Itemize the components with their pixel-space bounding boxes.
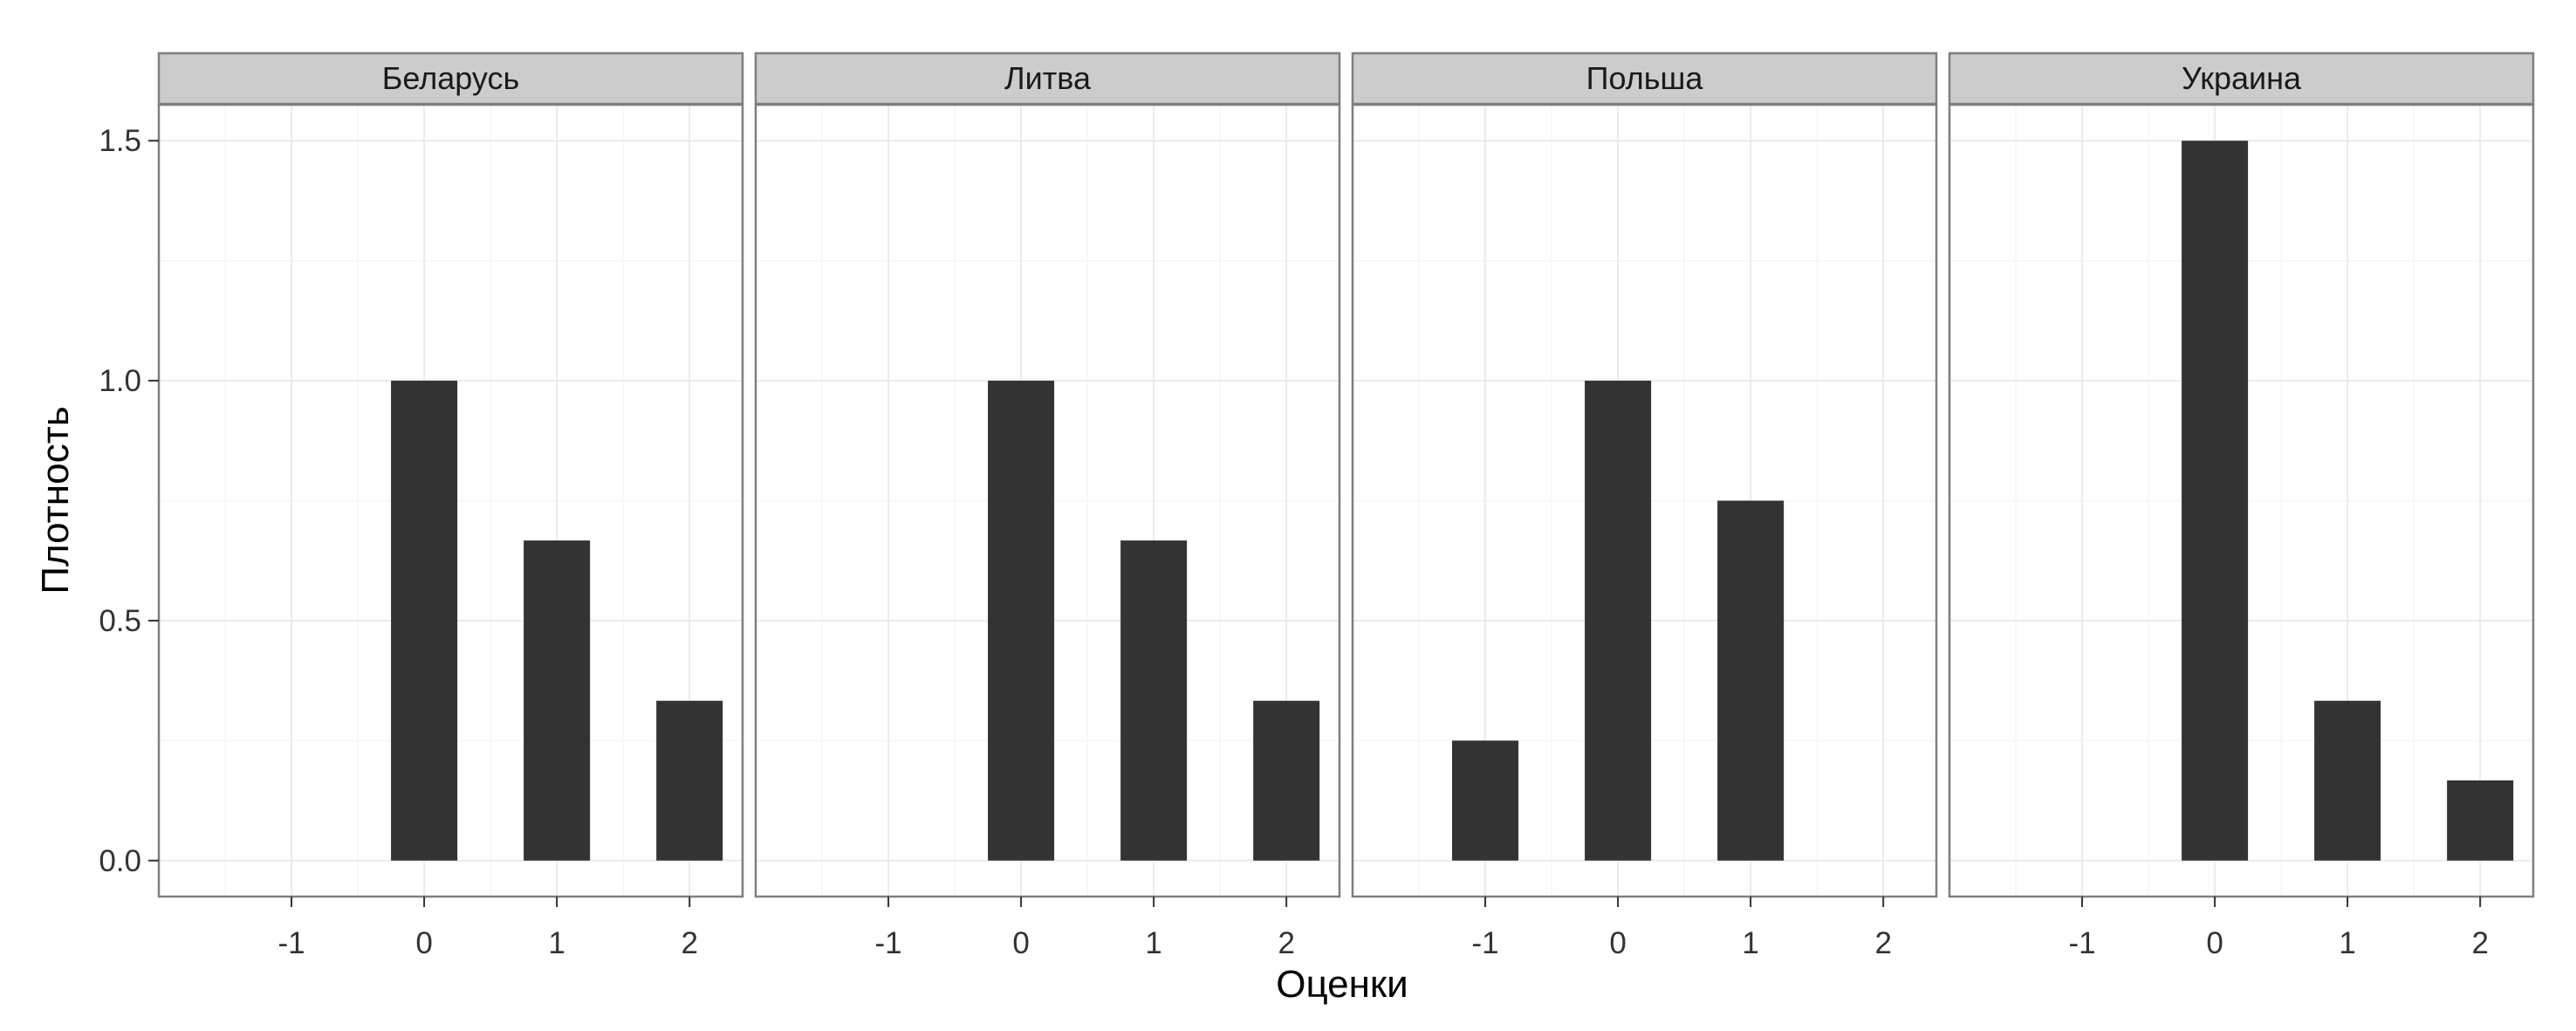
bar: [391, 381, 458, 861]
bar: [1717, 500, 1785, 861]
bar: [1452, 740, 1519, 861]
y-axis-title: Плотность: [34, 406, 77, 594]
facet-strip-label: Украина: [2182, 60, 2302, 96]
bar: [1253, 700, 1320, 861]
bar: [656, 700, 723, 861]
x-tick-label: 2: [1278, 926, 1294, 960]
y-tick-label: 1.0: [99, 364, 141, 398]
x-tick-label: 1: [548, 926, 565, 960]
panel-4: Украина -1 0 1 2: [1948, 52, 2535, 960]
facet-strip: [1948, 52, 2535, 106]
y-tick-label: 0.5: [99, 604, 141, 638]
facet-strip-label: Польша: [1586, 60, 1704, 96]
x-tick-label: 0: [2206, 926, 2223, 960]
x-tick-label: 0: [415, 926, 432, 960]
facet-strip-label: Беларусь: [382, 60, 519, 96]
bar: [1120, 540, 1188, 861]
x-tick-label: -1: [1471, 926, 1498, 960]
x-tick-label: 2: [681, 926, 697, 960]
y-tick-label: 0.0: [99, 844, 141, 878]
bar: [2182, 141, 2249, 861]
x-tick-label: 2: [1874, 926, 1891, 960]
x-tick-label: -1: [2068, 926, 2095, 960]
x-tick-label: 1: [2339, 926, 2355, 960]
bar: [988, 381, 1055, 861]
bar: [2314, 700, 2381, 861]
x-tick-label: 0: [1012, 926, 1029, 960]
y-axis: 0.0 0.5 1.0 1.5: [99, 124, 159, 878]
x-tick-label: 1: [1742, 926, 1758, 960]
facet-strip-label: Литва: [1004, 60, 1092, 96]
bar: [524, 540, 591, 861]
x-tick-label: 2: [2471, 926, 2488, 960]
x-axis-title: Оценки: [1276, 963, 1408, 1006]
x-tick-label: -1: [277, 926, 305, 960]
x-tick-label: 0: [1609, 926, 1626, 960]
panel-1: Беларусь -1 0 1 2: [157, 52, 744, 960]
facet-strip: [754, 52, 1341, 106]
bar: [1585, 381, 1652, 861]
y-tick-label: 1.5: [99, 124, 141, 158]
facet-strip: [1351, 52, 1938, 106]
panel-3: Польша -1 0 1 2: [1351, 52, 1938, 960]
x-tick-label: 1: [1145, 926, 1161, 960]
facet-strip: [157, 52, 744, 106]
panel-2: Литва -1 0 1 2: [754, 52, 1341, 960]
bar: [2447, 780, 2514, 861]
x-tick-label: -1: [874, 926, 901, 960]
